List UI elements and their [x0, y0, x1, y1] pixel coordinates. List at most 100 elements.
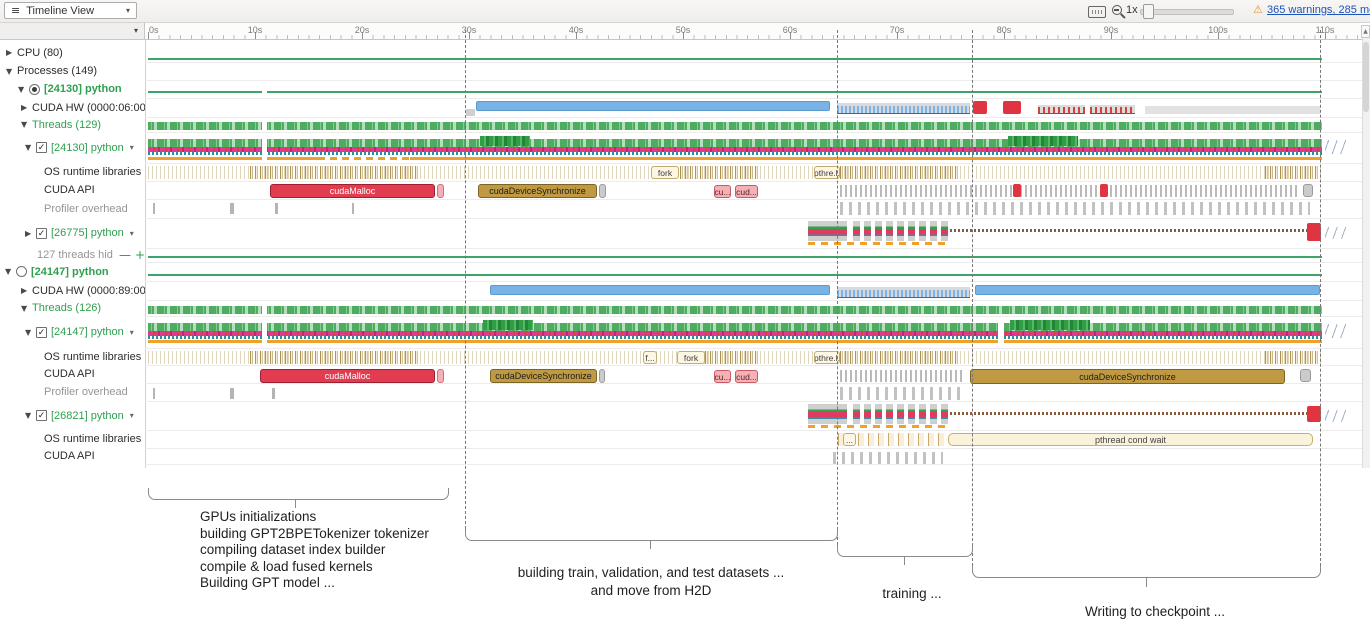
sidebar-item-cuda-api-3[interactable]: CUDA API [0, 448, 145, 464]
ruler-tick-label: 70s [889, 25, 905, 35]
cuda-hw-memory-transfer[interactable] [973, 101, 987, 114]
fork-event-bar[interactable]: fork [677, 351, 705, 364]
phase1-line: compiling dataset index builder [200, 542, 386, 557]
scrollbar-thumb[interactable] [1363, 42, 1369, 112]
vertical-scrollbar[interactable] [1362, 25, 1370, 468]
focus-radio-unselected[interactable] [16, 266, 27, 277]
sidebar-item-thread-24130[interactable]: ▼ ✓ [24130] python ▾ [0, 132, 145, 163]
zoom-out-icon[interactable] [1112, 5, 1122, 15]
cuda-device-synchronize-bar[interactable]: cudaDeviceSynchronize [478, 184, 597, 198]
cuda-hw-memory-block [466, 109, 475, 116]
fork-truncated-bar[interactable]: f... [643, 351, 657, 364]
cuda-device-synchronize-bar[interactable]: cudaDeviceSynchronize [970, 369, 1285, 384]
cuda-hw-kernel-bar[interactable] [476, 101, 830, 111]
time-ruler [145, 23, 1362, 40]
cuda-api-call-bar[interactable] [1300, 369, 1311, 382]
phase2-line: building train, validation, and test dat… [517, 565, 785, 580]
collapse-arrow-icon[interactable]: ▶ [21, 103, 28, 112]
thread-state-gap [325, 157, 410, 160]
sidebar-item-threads-hidden: 127 threads hidden... — + [0, 248, 145, 262]
phase-boundary-line [837, 30, 838, 545]
cuda-device-synchronize-bar[interactable]: cudaDeviceSynchronize [490, 369, 597, 383]
expand-arrow-icon[interactable]: ▼ [18, 84, 25, 94]
pthread-event-bar[interactable]: pthre.l. [814, 166, 840, 179]
pane-divider[interactable] [145, 40, 146, 468]
phase2-line: and move from H2D [590, 583, 712, 598]
cuda-api-call-bar[interactable] [437, 369, 444, 383]
profiler-overhead-density [840, 202, 1310, 215]
thread-checkbox-checked[interactable]: ✓ [36, 142, 47, 153]
cuda-api-call-bar[interactable] [437, 184, 444, 198]
show-threads-icon[interactable]: + [134, 248, 145, 262]
sidebar-item-thread-26821[interactable]: ▼ ✓ [26821] python ▾ [0, 401, 145, 430]
sidebar-item-thread-26775[interactable]: ▶ ✓ [26775] python ▾ [0, 218, 145, 248]
truncated-event-bar[interactable]: ... [843, 433, 856, 446]
expand-arrow-icon[interactable]: ▼ [25, 411, 32, 420]
pane-header-caret-icon[interactable]: ▾ [133, 26, 138, 35]
expand-arrow-icon[interactable]: ▼ [21, 303, 28, 313]
phase-boundary-line [1320, 30, 1321, 566]
cuda-hw-memory-transfer[interactable] [1003, 101, 1021, 114]
cuda-api-truncated-bar[interactable]: cud... [735, 185, 758, 198]
cuda-api-call-bar[interactable] [599, 184, 606, 198]
sidebar-item-os-runtime-3[interactable]: OS runtime libraries [0, 430, 145, 448]
sidebar-item-os-runtime-1[interactable]: OS runtime libraries [0, 163, 145, 181]
chevron-down-icon[interactable]: ▾ [129, 411, 134, 420]
collapse-arrow-icon[interactable]: ▶ [25, 228, 32, 238]
warnings-messages-link[interactable]: 365 warnings, 285 messages [1267, 4, 1370, 16]
thread-checkbox-checked[interactable]: ✓ [36, 227, 47, 239]
expand-arrow-icon[interactable]: ▼ [21, 120, 28, 129]
collapse-arrow-icon[interactable]: ▶ [6, 48, 13, 57]
ruler-tick-label: 30s [461, 25, 477, 35]
sidebar-item-threads-129[interactable]: ▼ Threads (129) [0, 117, 145, 132]
cuda-api-call-bar[interactable] [599, 369, 605, 383]
pthread-event-bar[interactable]: pthre.l. [814, 351, 840, 364]
sidebar-item-cuda-hw-2[interactable]: ▶ CUDA HW (0000:89:00.0 - Tesl [0, 281, 145, 300]
collapse-arrow-icon[interactable]: ▶ [21, 286, 28, 295]
sidebar-item-cuda-api-2[interactable]: CUDA API [0, 365, 145, 383]
sidebar-item-profiler-overhead-1[interactable]: Profiler overhead [0, 199, 145, 218]
focus-radio-selected[interactable] [29, 83, 40, 95]
sidebar-item-cuda-hw-1[interactable]: ▶ CUDA HW (0000:06:00.0 - Tesl [0, 98, 145, 117]
thread-checkbox-checked[interactable]: ✓ [36, 326, 47, 338]
chevron-down-icon[interactable]: ▾ [129, 327, 134, 337]
scrollbar-up-icon[interactable]: ▲ [1361, 25, 1370, 38]
expand-arrow-icon[interactable]: ▼ [25, 143, 32, 152]
cuda-malloc-bar[interactable]: cudaMalloc [270, 184, 435, 198]
cuda-api-red-event[interactable] [1013, 184, 1021, 197]
cuda-api-red-event[interactable] [1100, 184, 1108, 197]
cuda-api-call-bar[interactable] [1303, 184, 1313, 197]
sidebar-item-thread-24147[interactable]: ▼ ✓ [24147] python ▾ [0, 316, 145, 348]
cuda-api-truncated-bar[interactable]: cud... [735, 370, 758, 383]
cuda-api-3-label: CUDA API [44, 450, 95, 462]
sidebar-item-cuda-api-1[interactable]: CUDA API [0, 181, 145, 199]
cuda-malloc-bar[interactable]: cudaMalloc [260, 369, 435, 383]
sidebar-item-process-24147[interactable]: ▼ [24147] python [0, 262, 145, 281]
cuda-api-truncated-bar[interactable]: cu... [714, 185, 731, 198]
sidebar-item-cpu[interactable]: ▶ CPU (80) [0, 43, 145, 62]
cuda-api-truncated-bar[interactable]: cu... [714, 370, 731, 383]
fork-event-bar[interactable]: fork [651, 166, 679, 179]
threads-129-label: Threads (129) [32, 118, 102, 131]
zoom-slider-thumb[interactable] [1143, 4, 1154, 19]
expand-arrow-icon[interactable]: ▼ [5, 267, 12, 276]
chevron-down-icon[interactable]: ▾ [129, 228, 134, 238]
thread-checkbox-checked[interactable]: ✓ [36, 410, 47, 421]
thread-24147-cpu-band [148, 318, 1322, 331]
pthread-cond-wait-bar[interactable]: pthread cond wait [948, 433, 1313, 446]
cuda-hw-kernel-bar[interactable] [975, 285, 1320, 295]
sidebar-item-profiler-overhead-2[interactable]: Profiler overhead [0, 383, 145, 401]
zoom-slider-track[interactable] [1140, 9, 1234, 15]
keyboard-shortcuts-icon[interactable] [1088, 6, 1106, 18]
expand-arrow-icon[interactable]: ▼ [6, 66, 13, 76]
sidebar-item-os-runtime-2[interactable]: OS runtime libraries [0, 348, 145, 365]
expand-arrow-icon[interactable]: ▼ [25, 327, 32, 337]
view-selector-dropdown[interactable]: ≡ Timeline View ▾ [4, 2, 137, 19]
cuda-hw-kernel-density [837, 103, 970, 114]
chevron-down-icon[interactable]: ▾ [129, 143, 134, 152]
hide-threads-icon[interactable]: — [118, 248, 131, 262]
cuda-hw-kernel-bar[interactable] [490, 285, 830, 295]
sidebar-item-process-24130[interactable]: ▼ [24130] python [0, 80, 145, 98]
sidebar-item-threads-126[interactable]: ▼ Threads (126) [0, 300, 145, 316]
sidebar-item-processes[interactable]: ▼ Processes (149) [0, 62, 145, 80]
